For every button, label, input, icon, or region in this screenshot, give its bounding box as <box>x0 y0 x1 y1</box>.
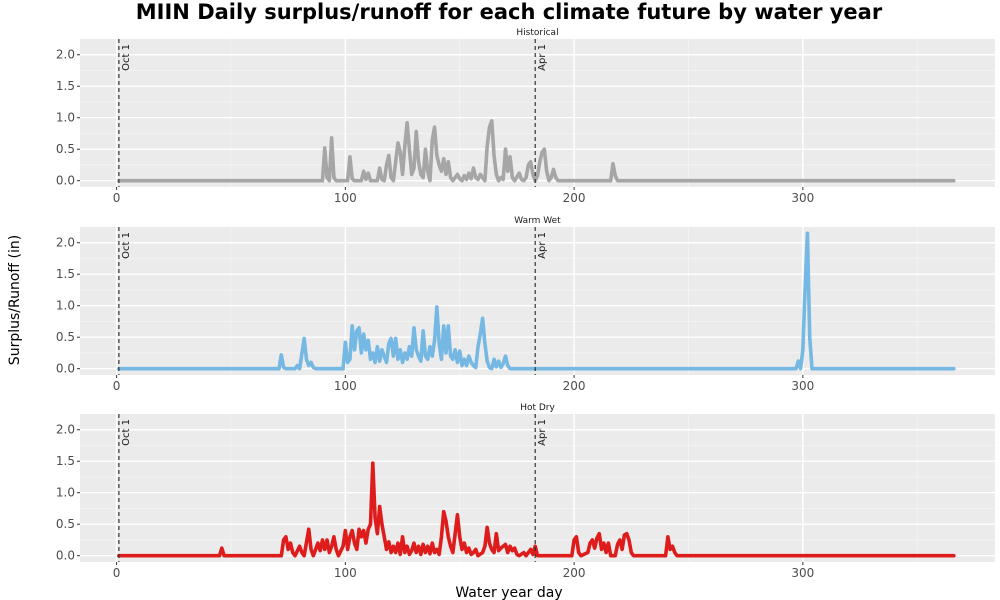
x-tick-label: 300 <box>791 379 814 393</box>
y-axis-label: Surplus/Runoff (in) <box>7 235 23 365</box>
x-tick-label: 100 <box>334 379 357 393</box>
reference-line-label: Oct 1 <box>121 44 132 71</box>
x-tick-label: 200 <box>563 191 586 205</box>
y-tick-label: 1.5 <box>56 267 75 281</box>
panel-1: Warm Wet 0 100 200 300 0.0 0.5 1.0 1.5 2.0 Oct 1 Ap… <box>56 216 995 393</box>
panels: Historical 0 100 200 300 0.0 0.5 1.0 1.5 2.0 Oct 1… <box>56 28 995 580</box>
x-tick-label: 300 <box>791 191 814 205</box>
y-tick-label: 0.5 <box>56 330 75 344</box>
series-line <box>117 119 956 183</box>
x-tick-label: 200 <box>563 379 586 393</box>
y-tick-label: 0.0 <box>56 174 75 188</box>
x-tick-label: 100 <box>334 566 357 580</box>
panel-0: Historical 0 100 200 300 0.0 0.5 1.0 1.5 2.0 Oct 1… <box>56 28 995 205</box>
y-tick-label: 1.5 <box>56 79 75 93</box>
y-tick-label: 1.0 <box>56 111 75 125</box>
reference-line-label: Apr 1 <box>537 419 548 446</box>
panel-title: Hot Dry <box>520 403 555 413</box>
x-axis-label: Water year day <box>455 585 562 600</box>
y-tick-label: 0.5 <box>56 142 75 156</box>
x-tick-label: 200 <box>563 566 586 580</box>
y-tick-label: 1.0 <box>56 299 75 313</box>
x-tick-label: 300 <box>791 566 814 580</box>
y-tick-label: 2.0 <box>56 423 75 437</box>
y-tick-label: 2.0 <box>56 48 75 62</box>
panel-title: Historical <box>516 28 558 38</box>
y-tick-label: 0.0 <box>56 362 75 376</box>
x-tick-label: 0 <box>113 191 121 205</box>
reference-line-label: Oct 1 <box>121 232 132 259</box>
panel-title: Warm Wet <box>514 216 561 226</box>
chart-title: MIIN Daily surplus/runoff for each clima… <box>136 0 883 24</box>
panel-2: Hot Dry 0 100 200 300 0.0 0.5 1.0 1.5 2.0 Oct 1 Apr… <box>56 403 995 580</box>
reference-line-label: Apr 1 <box>537 232 548 259</box>
panel-background <box>80 39 995 187</box>
panel-background <box>80 227 995 375</box>
reference-line-label: Oct 1 <box>121 419 132 446</box>
y-tick-label: 0.5 <box>56 517 75 531</box>
x-tick-label: 100 <box>334 191 357 205</box>
x-tick-label: 0 <box>113 379 121 393</box>
y-tick-label: 0.0 <box>56 549 75 563</box>
panel-background <box>80 414 995 562</box>
y-tick-label: 2.0 <box>56 236 75 250</box>
x-tick-label: 0 <box>113 566 121 580</box>
y-tick-label: 1.5 <box>56 454 75 468</box>
y-tick-label: 1.0 <box>56 486 75 500</box>
series-line <box>117 231 956 371</box>
reference-line-label: Apr 1 <box>537 44 548 71</box>
series-line <box>117 461 956 558</box>
